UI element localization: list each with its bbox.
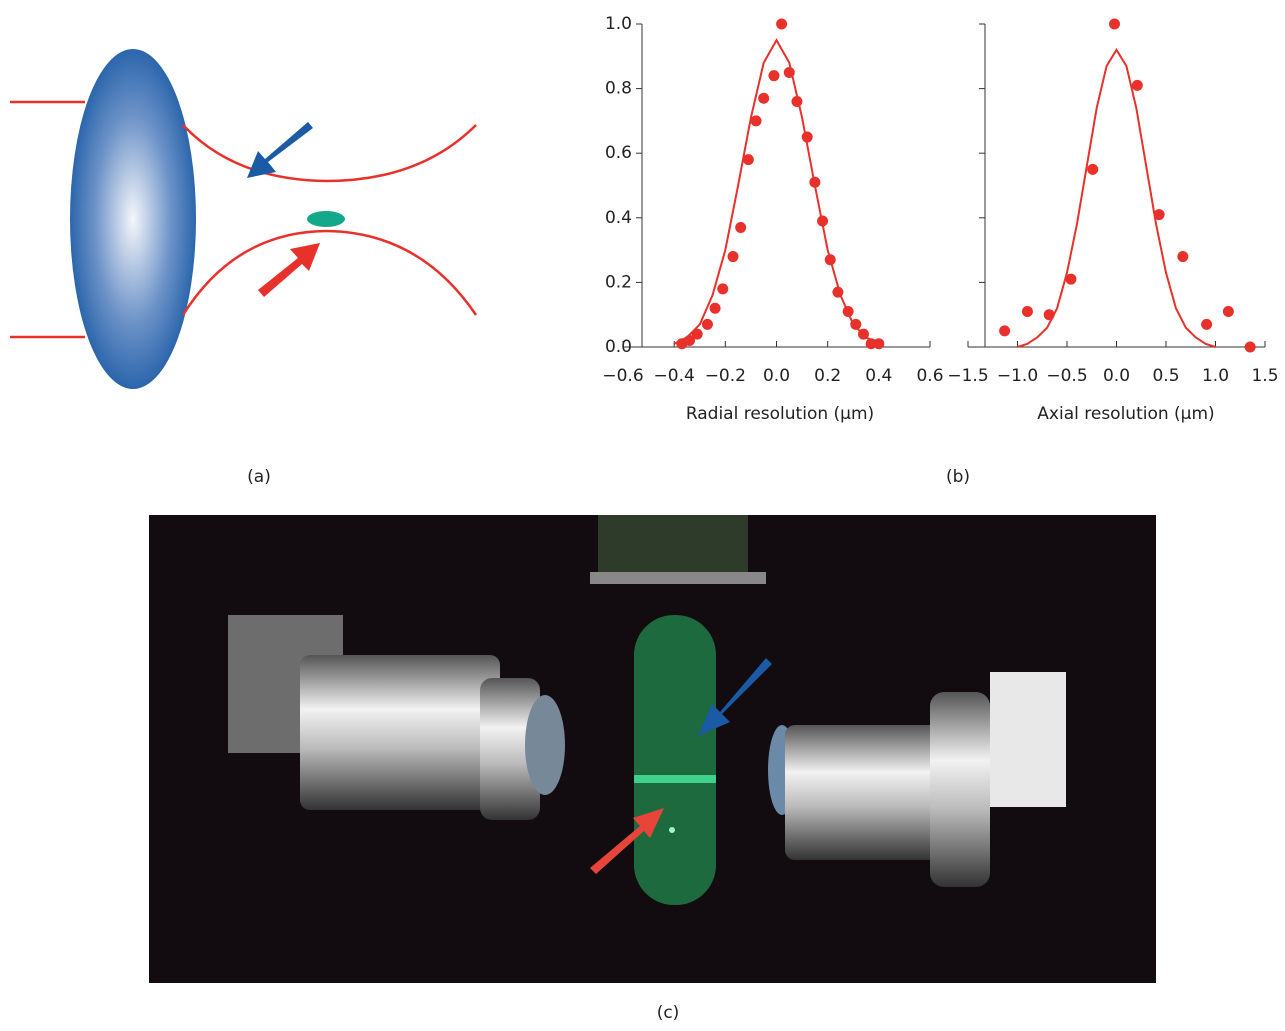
data-point [1177,251,1189,263]
fit-curve [673,38,880,345]
objective-left [300,655,500,810]
y-tick-label: 1.0 [605,14,632,34]
data-point [791,96,803,108]
x-tick-label: −0.4 [654,366,695,386]
y-tick-label: 0.0 [605,337,632,357]
focal-spot [307,211,345,227]
arrow-red [590,808,664,874]
data-point [1131,79,1143,91]
data-point [1109,18,1121,30]
x-tick-label: 0.6 [916,366,943,386]
data-point [873,338,885,350]
cuvette [634,615,716,905]
x-tick-label: −0.5 [1046,366,1087,386]
y-tick-label: 0.6 [605,143,632,163]
panel-label: (b) [946,467,970,487]
data-point [865,338,877,350]
lens-left [525,695,565,795]
data-point [832,286,844,298]
objective-left-ring [480,678,540,820]
data-point [809,176,821,188]
data-point [1021,305,1033,317]
data-point [758,92,770,104]
holder-bar [590,572,766,584]
data-point [1087,163,1099,175]
x-tick-label: −1.0 [997,366,1038,386]
x-tick-label: 1.5 [1251,366,1278,386]
x-tick-label: 0.4 [865,366,892,386]
data-point [768,70,780,82]
data-point [817,215,829,227]
x-axis-label: Radial resolution (µm) [686,404,874,424]
arrow-red [258,243,320,297]
data-point [999,325,1011,337]
data-point [842,305,854,317]
x-axis-label: Axial resolution (µm) [1037,404,1214,424]
x-tick-label: 0.2 [814,366,841,386]
data-point [1153,209,1165,221]
y-tick-label: 0.2 [605,272,632,292]
data-point [691,328,703,340]
y-tick-label: 0.4 [605,208,632,228]
fit-curve [1017,47,1216,348]
arrow-blue [247,122,313,178]
x-tick-label: 0.0 [763,366,790,386]
mount-right [990,672,1066,807]
data-point [850,318,862,330]
holder [598,515,748,580]
panel-label: (a) [247,467,271,487]
x-tick-label: −1.5 [947,366,988,386]
data-point [824,254,836,266]
objective-right [785,725,945,860]
data-point [709,302,721,314]
x-tick-label: −0.2 [705,366,746,386]
data-point [1043,309,1055,321]
focus-diagram [10,49,478,389]
data-point [857,328,869,340]
beam-edge [182,124,477,183]
data-point [1244,341,1256,353]
x-tick-label: 0.0 [1103,366,1130,386]
beam-edge [181,229,478,316]
x-tick-label: 1.0 [1202,366,1229,386]
data-point [727,251,739,263]
panel-label: (c) [657,1003,680,1023]
data-point [701,318,713,330]
data-point [1201,318,1213,330]
x-tick-label: 0.5 [1152,366,1179,386]
data-point [750,115,762,127]
data-point [1222,305,1234,317]
fluorescence-band [634,775,716,783]
data-point [735,221,747,233]
x-tick-label: −0.6 [602,366,643,386]
data-point [776,18,788,30]
data-point [783,66,795,78]
data-point [742,154,754,166]
data-point [1065,273,1077,285]
data-point [717,283,729,295]
arrow-blue [698,658,772,736]
data-point [801,131,813,143]
objective-right-ring [930,692,990,887]
y-tick-label: 0.8 [605,79,632,99]
lens [70,49,196,389]
focal-point [669,827,675,833]
photo [149,515,1156,983]
data-point [684,335,696,347]
